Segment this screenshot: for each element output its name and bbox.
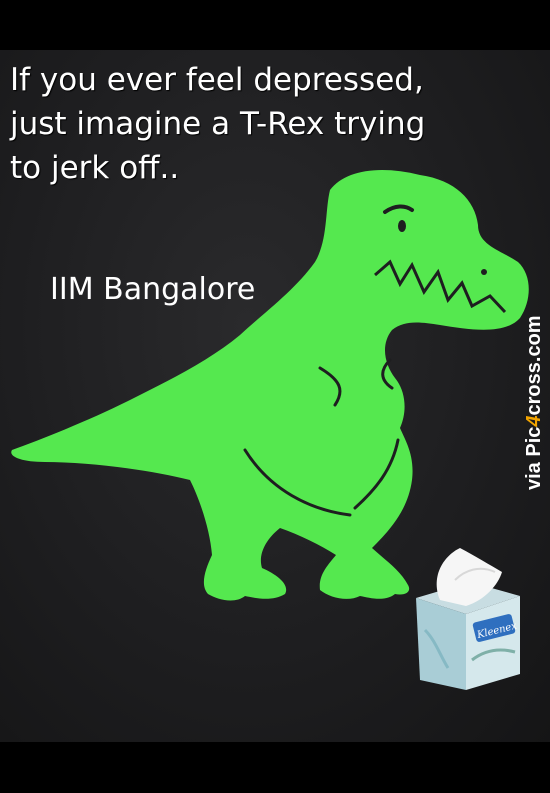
meme-caption: If you ever feel depressed, just imagine… — [10, 58, 530, 190]
watermark-suffix: cross.com — [523, 315, 545, 416]
caption-line-3: to jerk off.. — [10, 150, 180, 186]
watermark-logo-mark: 4 — [523, 415, 545, 427]
caption-line-2: just imagine a T-Rex trying — [10, 106, 426, 142]
bottom-letterbox — [0, 742, 550, 793]
watermark: via Pic4cross.com — [523, 315, 546, 490]
caption-line-1: If you ever feel depressed, — [10, 62, 424, 98]
t-rex-icon — [11, 170, 529, 601]
watermark-prefix: via Pic — [523, 426, 545, 490]
top-letterbox — [0, 0, 550, 50]
tissue-box-icon: Kleenex — [416, 548, 520, 690]
attribution-text: IIM Bangalore — [50, 272, 256, 307]
